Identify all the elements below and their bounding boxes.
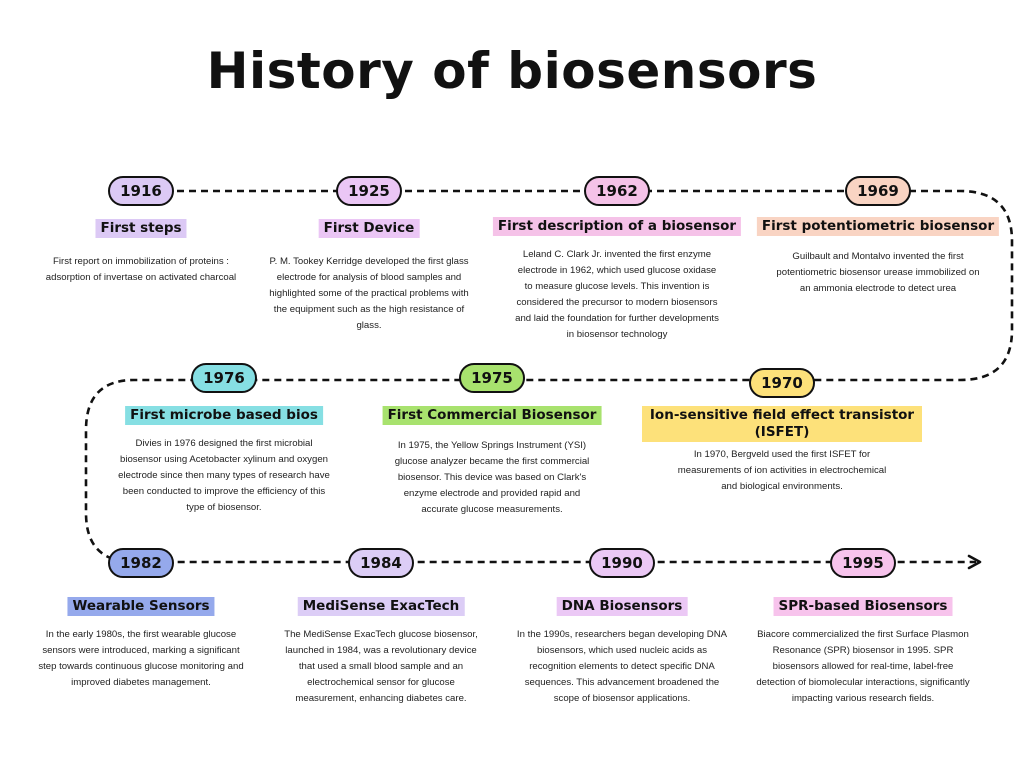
year-pill: 1976 xyxy=(191,363,257,393)
milestone-heading: First microbe based bios xyxy=(125,406,323,425)
year-pill: 1984 xyxy=(348,548,414,578)
year-pill: 1990 xyxy=(589,548,655,578)
milestone-description: Leland C. Clark Jr. invented the first e… xyxy=(515,249,719,340)
milestone-description: In the early 1980s, the first wearable g… xyxy=(38,629,244,688)
milestone-heading: First steps xyxy=(95,219,187,238)
milestone-heading: First description of a biosensor xyxy=(492,217,742,236)
milestone-heading: MediSense ExacTech xyxy=(297,597,465,616)
milestone-description: Biacore commercialized the first Surface… xyxy=(756,629,970,704)
milestone-heading: DNA Biosensors xyxy=(556,597,688,616)
year-pill: 1962 xyxy=(584,176,650,206)
milestone-heading: SPR-based Biosensors xyxy=(773,597,953,616)
milestone-description: In 1975, the Yellow Springs Instrument (… xyxy=(394,440,590,515)
milestone-description: First report on immobilization of protei… xyxy=(45,256,237,283)
milestone-description: In 1970, Bergveld used the first ISFET f… xyxy=(677,449,887,492)
milestone-heading: First Device xyxy=(318,219,420,238)
milestone-heading: First Commercial Biosensor xyxy=(382,406,602,425)
page-title: History of biosensors xyxy=(206,42,818,100)
year-pill: 1995 xyxy=(830,548,896,578)
year-pill: 1925 xyxy=(336,176,402,206)
milestone-description: Guilbault and Montalvo invented the firs… xyxy=(776,251,980,294)
milestone-description: The MediSense ExacTech glucose biosensor… xyxy=(284,629,478,704)
year-pill: 1970 xyxy=(749,368,815,398)
milestone-description: In the 1990s, researchers began developi… xyxy=(516,629,728,704)
year-pill: 1916 xyxy=(108,176,174,206)
milestone-heading: Wearable Sensors xyxy=(67,597,215,616)
year-pill: 1969 xyxy=(845,176,911,206)
arrow-head-icon xyxy=(967,554,982,570)
milestone-heading: First potentiometric biosensor xyxy=(756,217,1000,236)
year-pill: 1975 xyxy=(459,363,525,393)
milestone-description: P. M. Tookey Kerridge developed the firs… xyxy=(269,256,469,331)
milestone-description: Divies in 1976 designed the first microb… xyxy=(118,438,330,513)
year-pill: 1982 xyxy=(108,548,174,578)
milestone-heading: Ion-sensitive field effect transistor (I… xyxy=(642,406,922,442)
